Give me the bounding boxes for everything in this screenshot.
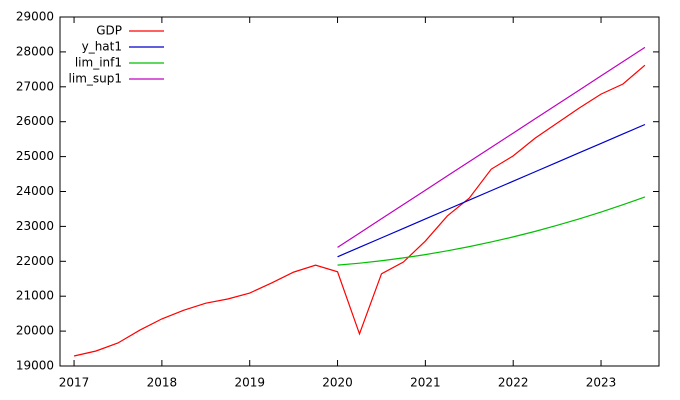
legend-label: lim_sup1	[69, 72, 122, 86]
y-tick-label: 23000	[16, 219, 54, 233]
x-tick-label: 2023	[586, 376, 617, 390]
series-line	[337, 46, 646, 248]
legend-label: GDP	[96, 24, 122, 38]
x-tick-label: 2020	[322, 376, 353, 390]
y-tick-label: 27000	[16, 79, 54, 93]
y-tick-label: 19000	[16, 359, 54, 373]
x-tick-label: 2021	[410, 376, 441, 390]
y-tick-label: 28000	[16, 44, 54, 58]
y-tick-label: 22000	[16, 254, 54, 268]
y-tick-label: 21000	[16, 289, 54, 303]
y-tick-label: 20000	[16, 324, 54, 338]
y-tick-label: 26000	[16, 114, 54, 128]
x-tick-label: 2019	[234, 376, 265, 390]
y-tick-label: 29000	[16, 10, 54, 24]
series-line	[337, 196, 646, 266]
legend-label: y_hat1	[82, 40, 122, 54]
x-tick-label: 2022	[498, 376, 529, 390]
series-line	[73, 64, 646, 357]
legend-label: lim_inf1	[75, 56, 122, 70]
y-tick-label: 25000	[16, 149, 54, 163]
x-tick-label: 2017	[59, 376, 90, 390]
plot-frame	[59, 16, 660, 367]
x-tick-label: 2018	[147, 376, 178, 390]
y-tick-label: 24000	[16, 184, 54, 198]
series-line	[337, 123, 646, 258]
